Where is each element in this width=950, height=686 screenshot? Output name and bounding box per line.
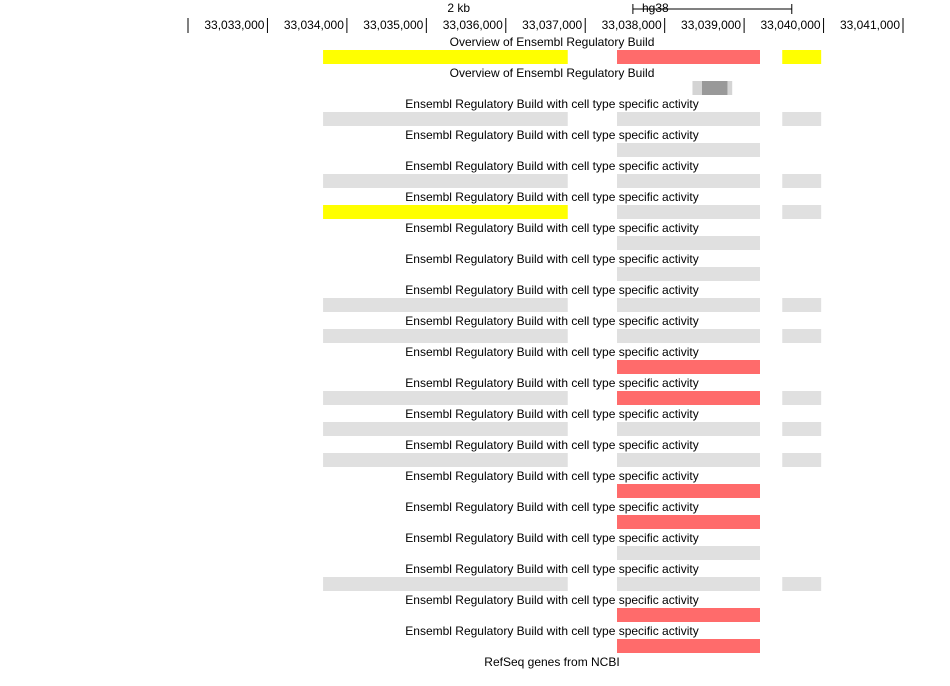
track-label: Ensembl Regulatory Build with cell type … [405,407,698,421]
feature-block [617,205,760,219]
assembly-label: hg38 [642,1,669,15]
ruler-tick-label: 33,035,000 [363,18,423,32]
feature-block [323,298,568,312]
feature-block [617,360,760,374]
track-label: Ensembl Regulatory Build with cell type … [405,469,698,483]
feature-block [617,608,760,622]
track-label: Ensembl Regulatory Build with cell type … [405,190,698,204]
feature-block [617,298,760,312]
feature-block [617,143,760,157]
feature-block [323,422,568,436]
feature-block [323,112,568,126]
track-label: Ensembl Regulatory Build with cell type … [405,97,698,111]
track-label: RefSeq genes from NCBI [484,655,619,669]
ruler-tick-label: 33,041,000 [840,18,900,32]
feature-block [782,422,822,436]
feature-block [323,50,568,64]
feature-block [617,391,760,405]
feature-block [617,112,760,126]
feature-block [617,515,760,529]
ruler-tick-label: 33,033,000 [204,18,264,32]
feature-block [617,639,760,653]
feature-block [702,81,728,95]
feature-block [782,112,822,126]
track-label: Ensembl Regulatory Build with cell type … [405,500,698,514]
track-label: Overview of Ensembl Regulatory Build [450,35,655,49]
track-label: Ensembl Regulatory Build with cell type … [405,438,698,452]
track-label: Ensembl Regulatory Build with cell type … [405,593,698,607]
feature-block [782,174,822,188]
track-label: Ensembl Regulatory Build with cell type … [405,159,698,173]
track-label: Ensembl Regulatory Build with cell type … [405,221,698,235]
ruler-tick-label: 33,040,000 [760,18,820,32]
track-label: Ensembl Regulatory Build with cell type … [405,376,698,390]
scale-label: 2 kb [447,1,470,15]
ruler-tick-label: 33,039,000 [681,18,741,32]
track-label: Ensembl Regulatory Build with cell type … [405,283,698,297]
feature-block [617,546,760,560]
track-label: Ensembl Regulatory Build with cell type … [405,252,698,266]
feature-block [782,453,822,467]
feature-block [323,329,568,343]
feature-block [617,484,760,498]
feature-block [617,329,760,343]
track-label: Ensembl Regulatory Build with cell type … [405,314,698,328]
track-label: Ensembl Regulatory Build with cell type … [405,128,698,142]
feature-block [617,267,760,281]
feature-block [782,329,822,343]
feature-block [782,298,822,312]
track-label: Ensembl Regulatory Build with cell type … [405,624,698,638]
feature-block [323,174,568,188]
feature-block [617,50,760,64]
ruler-tick-label: 33,037,000 [522,18,582,32]
feature-block [323,453,568,467]
ruler-tick-label: 33,036,000 [443,18,503,32]
feature-block [782,205,822,219]
feature-block [617,422,760,436]
feature-block [323,391,568,405]
feature-block [617,577,760,591]
feature-block [323,205,568,219]
ruler-tick-label: 33,034,000 [284,18,344,32]
ruler-tick-label: 33,038,000 [602,18,662,32]
track-label: Ensembl Regulatory Build with cell type … [405,531,698,545]
feature-block [782,391,822,405]
feature-block [323,577,568,591]
feature-block [782,50,822,64]
feature-block [617,453,760,467]
feature-block [617,236,760,250]
track-label: Ensembl Regulatory Build with cell type … [405,345,698,359]
track-label: Overview of Ensembl Regulatory Build [450,66,655,80]
track-label: Ensembl Regulatory Build with cell type … [405,562,698,576]
feature-block [782,577,822,591]
feature-block [617,174,760,188]
